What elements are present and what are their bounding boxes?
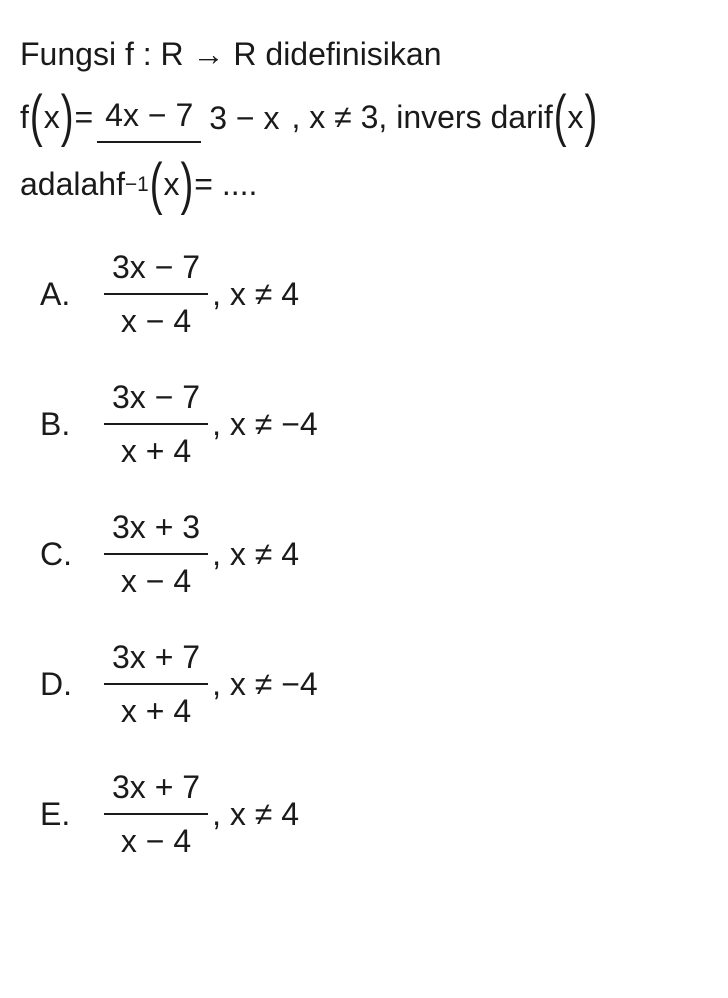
option-letter: A.: [20, 270, 100, 318]
fx-numerator: 4x − 7: [97, 91, 201, 143]
fx-fraction: 4x − 7 3 − x: [97, 91, 287, 143]
question-line-2: f ( x ) = 4x − 7 3 − x , x ≠ 3, invers d…: [20, 88, 708, 146]
option-body: 3x + 7 x − 4 , x ≠ 4: [100, 763, 299, 865]
answer-options: A. 3x − 7 x − 4 , x ≠ 4 B. 3x − 7 x + 4 …: [20, 243, 708, 865]
lparen: (: [150, 141, 163, 227]
option-fraction: 3x − 7 x − 4: [104, 243, 208, 345]
f-inverse: f −1 ( x ): [116, 156, 194, 214]
option-condition: , x ≠ −4: [212, 660, 318, 708]
option-d: D. 3x + 7 x + 4 , x ≠ −4: [20, 633, 708, 735]
f-symbol: f: [20, 93, 29, 141]
option-denominator: x − 4: [104, 295, 208, 345]
option-fraction: 3x − 7 x + 4: [104, 373, 208, 475]
fx-rhs: f ( x ): [544, 88, 598, 146]
text-function-def: f : R → R: [125, 36, 257, 72]
rparen: ): [585, 74, 598, 160]
math-question: Fungsi f : R → R didefinisikan f ( x ) =…: [20, 30, 708, 865]
option-fraction: 3x + 7 x − 4: [104, 763, 208, 865]
text-fungsi: Fungsi: [20, 36, 125, 72]
option-denominator: x + 4: [104, 685, 208, 735]
fx-condition: , x ≠ 3, invers dari: [292, 93, 544, 141]
option-denominator: x − 4: [104, 555, 208, 605]
option-body: 3x + 3 x − 4 , x ≠ 4: [100, 503, 299, 605]
option-condition: , x ≠ 4: [212, 790, 299, 838]
question-line-1: Fungsi f : R → R didefinisikan: [20, 30, 708, 78]
equals-dots: = ....: [194, 160, 257, 208]
lparen: (: [554, 74, 567, 160]
rparen: ): [181, 141, 194, 227]
x-symbol: x: [568, 93, 584, 141]
fx-denominator: 3 − x: [201, 92, 287, 142]
option-numerator: 3x + 7: [104, 633, 208, 685]
question-line-3: adalah f −1 ( x ) = ....: [20, 156, 708, 214]
option-body: 3x + 7 x + 4 , x ≠ −4: [100, 633, 318, 735]
option-denominator: x + 4: [104, 425, 208, 475]
option-condition: , x ≠ −4: [212, 400, 318, 448]
text-adalah: adalah: [20, 160, 116, 208]
option-condition: , x ≠ 4: [212, 270, 299, 318]
lparen: (: [30, 74, 43, 160]
option-c: C. 3x + 3 x − 4 , x ≠ 4: [20, 503, 708, 605]
option-letter: C.: [20, 530, 100, 578]
option-numerator: 3x + 7: [104, 763, 208, 815]
option-letter: D.: [20, 660, 100, 708]
option-condition: , x ≠ 4: [212, 530, 299, 578]
option-fraction: 3x + 3 x − 4: [104, 503, 208, 605]
option-denominator: x − 4: [104, 815, 208, 865]
option-numerator: 3x − 7: [104, 243, 208, 295]
f-symbol: f: [116, 160, 125, 208]
inverse-exponent: −1: [125, 169, 149, 200]
option-body: 3x − 7 x − 4 , x ≠ 4: [100, 243, 299, 345]
text-didefinisikan: didefinisikan: [265, 36, 441, 72]
x-symbol: x: [44, 93, 60, 141]
option-body: 3x − 7 x + 4 , x ≠ −4: [100, 373, 318, 475]
option-b: B. 3x − 7 x + 4 , x ≠ −4: [20, 373, 708, 475]
f-symbol: f: [544, 93, 553, 141]
equals: =: [74, 93, 93, 141]
option-numerator: 3x + 3: [104, 503, 208, 555]
x-symbol: x: [164, 160, 180, 208]
option-a: A. 3x − 7 x − 4 , x ≠ 4: [20, 243, 708, 345]
rparen: ): [61, 74, 74, 160]
option-fraction: 3x + 7 x + 4: [104, 633, 208, 735]
option-letter: E.: [20, 790, 100, 838]
option-letter: B.: [20, 400, 100, 448]
option-e: E. 3x + 7 x − 4 , x ≠ 4: [20, 763, 708, 865]
option-numerator: 3x − 7: [104, 373, 208, 425]
fx-lhs: f ( x ): [20, 88, 74, 146]
